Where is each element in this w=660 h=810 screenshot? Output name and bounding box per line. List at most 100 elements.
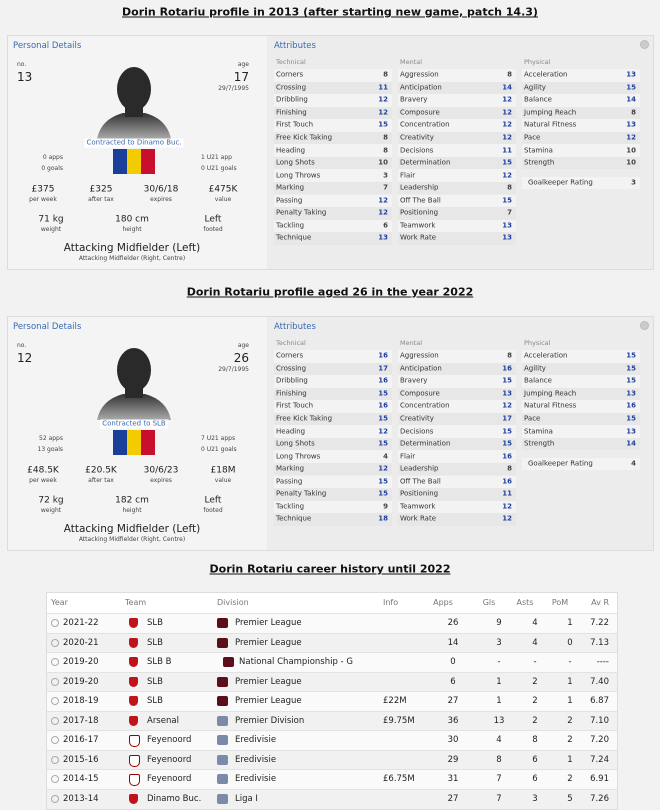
attribute-name: Natural Fitness (524, 401, 577, 410)
table-cell: 8 (496, 754, 502, 765)
table-cell: 2 (567, 734, 573, 745)
table-cell: 1 (496, 676, 502, 687)
attribute-value: 14 (502, 83, 512, 92)
attribute-row (398, 219, 516, 233)
attribute-name: Tackling (276, 221, 305, 230)
attribute-value: 12 (378, 108, 388, 117)
table-cell: 2 (532, 676, 538, 687)
attribute-row (274, 94, 392, 107)
table-cell: Eredivisie (235, 773, 277, 784)
attribute-value: 15 (502, 427, 512, 436)
label: weight (40, 507, 62, 514)
division-badge (217, 618, 228, 628)
label: value (214, 196, 232, 203)
attribute-row (398, 156, 516, 170)
attribute-value: 14 (626, 95, 636, 104)
attribute-name: Composure (400, 389, 440, 398)
group-heading: Mental (400, 338, 423, 347)
attribute-value: 13 (378, 233, 388, 242)
attribute-name: Marking (276, 183, 305, 192)
row-icon (51, 619, 59, 627)
attribute-row (274, 232, 392, 245)
table-cell: 4 (532, 637, 538, 648)
attribute-name: First Touch (276, 401, 314, 410)
attribute-name: Dribbling (276, 376, 308, 385)
attribute-name: Aggression (400, 70, 439, 79)
table-cell: Arsenal (147, 715, 179, 726)
attribute-row (398, 207, 516, 220)
division-badge (217, 774, 228, 784)
attribute-row (274, 488, 392, 501)
label: expires (150, 477, 172, 484)
table-cell: Feyenoord (147, 734, 192, 745)
attribute-name: Goalkeeper Rating (528, 459, 593, 468)
attribute-name: Pace (524, 133, 541, 142)
attribute-row (274, 181, 392, 195)
attribute-name: Teamwork (400, 502, 436, 511)
apps: 0 apps (42, 154, 63, 161)
group-heading: Technical (276, 338, 306, 347)
section-title: Dorin Rotariu profile aged 26 in the yea… (186, 285, 474, 299)
attribute-value: 15 (626, 364, 636, 373)
attribute-name: Finishing (276, 108, 307, 117)
label: footed (203, 507, 223, 514)
attribute-name: Flair (400, 452, 416, 461)
row-icon (51, 658, 59, 666)
attribute-value: 15 (502, 439, 512, 448)
table-cell: 7.13 (590, 637, 609, 648)
attribute-value: 8 (507, 183, 512, 192)
table-cell: 7.20 (590, 734, 609, 745)
table-cell: Premier League (235, 676, 302, 687)
attribute-row (522, 156, 640, 170)
attribute-row (398, 500, 516, 514)
table-cell: 9 (496, 617, 502, 628)
table-cell: 14 (447, 637, 459, 648)
attribute-name: Bravery (400, 376, 428, 385)
player-portrait (97, 348, 171, 455)
attribute-row (274, 219, 392, 233)
table-cell: £22M (383, 695, 407, 706)
attribute-value: 8 (507, 351, 512, 360)
attribute-value: 18 (378, 514, 388, 523)
table-row (47, 691, 617, 712)
attribute-value: 13 (626, 70, 636, 79)
attribute-name: Decisions (400, 146, 434, 155)
attribute-value: 3 (383, 171, 388, 180)
attribute-row (398, 131, 516, 145)
attribute-name: Long Throws (276, 452, 321, 461)
profile-panel: Personal Details no. 12 age 26 29/7/1995 Contr… (7, 316, 654, 551)
attribute-value: 10 (378, 158, 388, 167)
attribute-name: Acceleration (524, 351, 568, 360)
table-cell: Eredivisie (235, 734, 277, 745)
table-cell: 2013-14 (63, 793, 99, 804)
attribute-row (398, 144, 516, 157)
table-cell: 0 (567, 637, 573, 648)
panel-button (640, 40, 649, 49)
apps: 52 apps (39, 435, 63, 442)
attribute-value: 8 (507, 464, 512, 473)
body-value: Left (204, 495, 222, 506)
attribute-name: Stamina (524, 427, 553, 436)
attribute-value: 8 (383, 146, 388, 155)
attribute-value: 15 (502, 196, 512, 205)
team-badge (129, 735, 140, 747)
table-cell: - (568, 656, 572, 667)
attribute-name: Long Throws (276, 171, 321, 180)
goals: 13 goals (37, 446, 64, 453)
attribute-value: 13 (502, 221, 512, 230)
attribute-row (522, 350, 640, 363)
attribute-name: Natural Fitness (524, 120, 577, 129)
positions: Attacking Midfielder (Right, Centre) (78, 255, 186, 262)
attribute-value: 16 (378, 401, 388, 410)
table-cell: 7 (496, 773, 502, 784)
table-cell: 30 (447, 734, 459, 745)
attribute-name: Pace (524, 414, 541, 423)
attribute-row (274, 462, 392, 476)
table-cell: Premier League (235, 695, 302, 706)
attribute-name: First Touch (276, 120, 314, 129)
table-cell: Dinamo Buc. (147, 793, 202, 804)
u21-apps: 1 U21 app (201, 154, 232, 161)
attribute-row (398, 194, 516, 208)
attribute-row (274, 450, 392, 463)
division-badge (217, 637, 228, 648)
